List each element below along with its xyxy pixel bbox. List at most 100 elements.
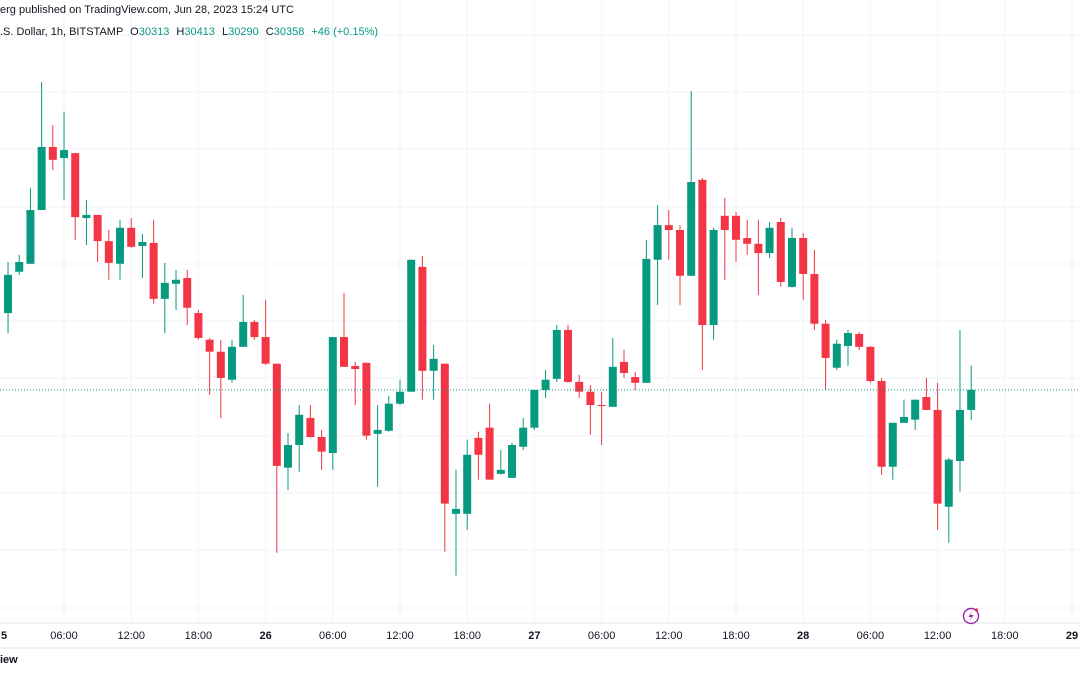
- candle-body: [799, 238, 808, 274]
- candle-body: [675, 230, 684, 276]
- candle-body: [810, 273, 819, 324]
- x-tick-label: 26: [259, 630, 271, 642]
- x-tick-label: 18:00: [453, 630, 481, 642]
- x-tick-label: 12:00: [386, 630, 414, 642]
- x-tick-label: 12:00: [117, 630, 145, 642]
- candle-body: [71, 153, 80, 218]
- candle-body: [765, 227, 774, 254]
- candle-body: [508, 444, 517, 478]
- candle-body: [104, 241, 113, 263]
- low-value: 30290: [228, 26, 259, 38]
- candle-body: [4, 274, 13, 314]
- candle-body: [955, 409, 964, 461]
- candle-body: [933, 409, 942, 504]
- candle-body: [351, 365, 360, 370]
- candle-body: [15, 261, 24, 272]
- candle-body: [720, 215, 729, 231]
- candle-body: [530, 389, 539, 428]
- candle-body: [631, 377, 640, 383]
- candle-body: [911, 399, 920, 420]
- open-value: 30313: [138, 26, 170, 38]
- candle-body: [664, 225, 673, 231]
- x-tick-label: 5: [1, 630, 7, 642]
- title: erg published on TradingView.com, Jun 28…: [0, 4, 294, 16]
- candle-body: [452, 508, 461, 514]
- candle-body: [205, 339, 214, 352]
- x-tick-label: 18:00: [991, 630, 1019, 642]
- candle-body: [597, 405, 606, 407]
- candle-body: [463, 454, 472, 514]
- candle-body: [82, 214, 91, 219]
- candle-body: [608, 366, 617, 407]
- x-tick-label: 18:00: [722, 630, 750, 642]
- candle-body: [418, 266, 427, 371]
- candle-body: [328, 337, 337, 453]
- candle-body: [228, 346, 237, 380]
- x-tick-label: 06:00: [588, 630, 616, 642]
- candle-body: [552, 329, 561, 379]
- footer-logo: iew: [0, 654, 18, 666]
- x-tick-label: 06:00: [50, 630, 78, 642]
- x-tick-label: 06:00: [857, 630, 885, 642]
- candle-body: [160, 282, 169, 299]
- candle-body: [116, 227, 125, 264]
- x-tick-label: 06:00: [319, 630, 347, 642]
- candle-body: [541, 379, 550, 390]
- candle-body: [37, 146, 46, 211]
- change: +46 (+0.15%): [311, 26, 379, 38]
- candle-body: [653, 225, 662, 260]
- candle-body: [317, 436, 326, 452]
- candle-body: [709, 230, 718, 326]
- candle-body: [743, 238, 752, 244]
- low-label: L: [221, 26, 229, 38]
- candle-body: [563, 329, 572, 382]
- candle-body: [93, 214, 102, 242]
- x-tick-label: 29: [1066, 630, 1078, 642]
- candle-body: [26, 210, 35, 264]
- candle-body: [396, 391, 405, 404]
- high-value: 30413: [184, 26, 215, 38]
- candle-body: [687, 182, 696, 276]
- candle-body: [967, 389, 976, 410]
- candle-body: [619, 361, 628, 374]
- open-label: O: [130, 26, 139, 38]
- candle-body: [944, 459, 953, 507]
- candle-body: [48, 146, 57, 160]
- candle-body: [485, 427, 494, 480]
- candle-body: [698, 179, 707, 326]
- candle-body: [496, 469, 505, 474]
- candle-body: [922, 397, 931, 410]
- candle-body: [754, 243, 763, 254]
- candle-body: [306, 417, 315, 437]
- candle-body: [575, 381, 584, 392]
- candle-body: [284, 444, 293, 468]
- candle-body: [407, 259, 416, 392]
- candle-body: [172, 279, 181, 284]
- candle-body: [373, 429, 382, 434]
- alert-icon: [962, 607, 980, 625]
- candle-body: [843, 333, 852, 346]
- candle-body: [474, 437, 483, 455]
- symbol: .S. Dollar, 1h, BITSTAMP: [0, 26, 124, 38]
- candle-body: [899, 417, 908, 423]
- legend-line: .S. Dollar, 1h, BITSTAMP O30313 H30413 L…: [0, 26, 378, 38]
- candle-body: [888, 422, 897, 467]
- candle-body: [866, 346, 875, 382]
- candle-body: [429, 358, 438, 371]
- candle-body: [194, 313, 203, 338]
- x-tick-label: 27: [528, 630, 540, 642]
- candle-body: [832, 343, 841, 368]
- x-tick-label: 18:00: [185, 630, 213, 642]
- candle-body: [821, 323, 830, 358]
- candle-body: [60, 150, 69, 159]
- candle-body: [138, 242, 147, 246]
- x-tick-label: 12:00: [655, 630, 683, 642]
- candle-body: [127, 227, 136, 247]
- candle-body: [272, 363, 281, 466]
- candle-body: [384, 403, 393, 431]
- close-value: 30358: [273, 26, 305, 38]
- candle-body: [877, 381, 886, 467]
- horizontal-grid: [0, 34, 1080, 609]
- candle-body: [731, 215, 740, 240]
- candle-body: [149, 242, 158, 299]
